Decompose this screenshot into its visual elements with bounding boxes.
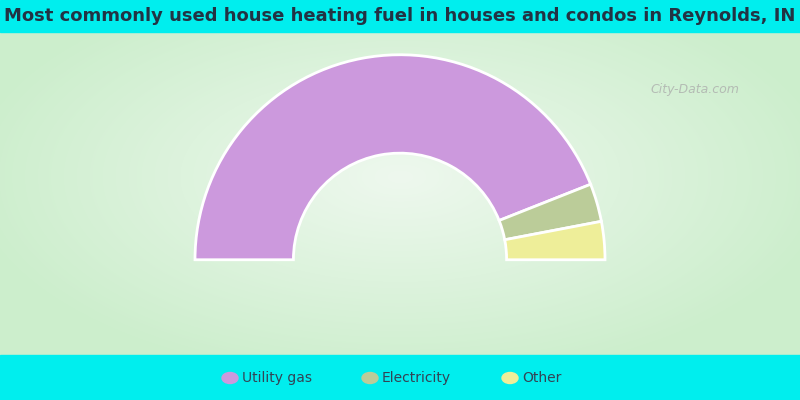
Text: Most commonly used house heating fuel in houses and condos in Reynolds, IN: Most commonly used house heating fuel in…: [4, 7, 796, 25]
Ellipse shape: [502, 372, 518, 384]
Wedge shape: [195, 55, 590, 260]
Bar: [0, 0, 800, 32]
Text: City-Data.com: City-Data.com: [650, 84, 739, 96]
Ellipse shape: [222, 372, 238, 384]
Ellipse shape: [362, 372, 378, 384]
Wedge shape: [505, 221, 605, 260]
Wedge shape: [499, 184, 602, 240]
Text: Other: Other: [522, 371, 562, 385]
Text: Utility gas: Utility gas: [242, 371, 312, 385]
Bar: [0, 355, 800, 400]
Text: Electricity: Electricity: [382, 371, 451, 385]
